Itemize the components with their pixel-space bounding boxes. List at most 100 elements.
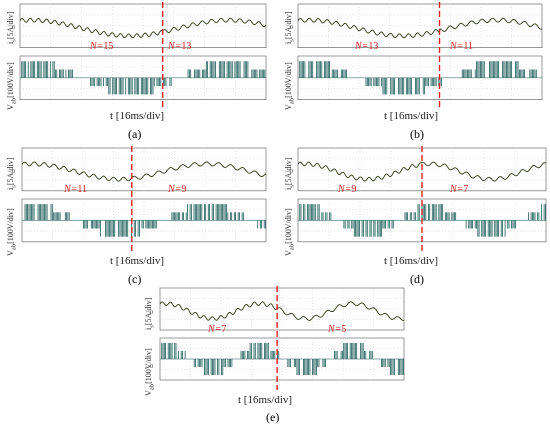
voltage-pulse (137, 77, 138, 95)
voltage-pulse (51, 204, 53, 221)
voltage-pulse (382, 359, 384, 367)
voltage-pulse (316, 61, 317, 78)
voltage-pulse (225, 359, 226, 367)
voltage-pulse (468, 220, 470, 229)
voltage-trace (21, 61, 266, 95)
voltage-pulse (483, 61, 485, 78)
x-axis-label: t [16ms/div] (110, 255, 165, 267)
voltage-pulse (467, 69, 468, 78)
voltage-pulse (44, 204, 45, 221)
voltage-pulse (496, 220, 498, 237)
voltage-pulse (411, 77, 412, 95)
voltage-pulse (31, 204, 32, 221)
voltage-pulse (502, 61, 503, 78)
x-axis-label: t [16ms/div] (384, 255, 439, 267)
voltage-trace (299, 61, 537, 95)
voltage-pulse (337, 69, 338, 78)
voltage-pulse (481, 61, 483, 78)
n-label-after: N=13 (168, 41, 192, 52)
voltage-pulse (430, 77, 432, 87)
zero-marker: 0 (290, 169, 293, 175)
voltage-pulse (260, 69, 262, 78)
voltage-pulse (264, 69, 266, 78)
voltage-pulse (397, 359, 399, 375)
voltage-pulse (97, 220, 99, 229)
voltage-pulse (191, 204, 192, 221)
voltage-pulse (197, 204, 199, 221)
voltage-pulse (314, 359, 316, 375)
voltage-pulse (304, 204, 306, 221)
voltage-pulse (465, 220, 467, 229)
voltage-pulse (142, 220, 144, 229)
voltage-pulse (322, 359, 324, 367)
voltage-pulse (417, 204, 419, 221)
voltage-pulse (329, 212, 330, 221)
voltage-pulse (404, 212, 406, 221)
voltage-pulse (218, 204, 220, 221)
voltage-pulse (361, 343, 363, 359)
voltage-pulse (210, 359, 212, 375)
voltage-pulse (378, 77, 380, 87)
voltage-pulse (98, 77, 99, 87)
voltage-pulse (259, 220, 261, 229)
voltage-pulse (470, 69, 472, 78)
voltage-pulse (507, 61, 509, 78)
voltage-pulse (207, 204, 209, 221)
voltage-pulse (381, 359, 382, 367)
voltage-pulse (116, 77, 117, 95)
voltage-pulse (373, 220, 375, 237)
voltage-pulse (399, 77, 401, 95)
voltage-pulse (347, 343, 348, 359)
voltage-pulse (342, 351, 343, 359)
voltage-pulse (182, 351, 183, 359)
voltage-pulse (93, 220, 95, 229)
voltage-pulse (25, 61, 26, 78)
voltage-pulse (307, 204, 308, 221)
voltage-pulse (359, 220, 360, 237)
voltage-pulse (334, 351, 335, 359)
voltage-pulse (439, 204, 441, 221)
voltage-pulse (223, 204, 225, 221)
voltage-pulse (131, 77, 133, 95)
voltage-pulse (274, 351, 276, 359)
voltage-pulse (50, 204, 52, 221)
voltage-pulse (87, 220, 88, 229)
voltage-pulse (383, 77, 385, 95)
voltage-pulse (204, 69, 206, 78)
voltage-pulse (221, 359, 222, 375)
voltage-pulse (55, 212, 57, 221)
voltage-pulse (261, 343, 263, 359)
voltage-pulse (165, 77, 167, 87)
voltage-pulse (152, 77, 154, 95)
voltage-pulse (129, 77, 130, 95)
voltage-pulse (213, 61, 215, 78)
voltage-pulse (32, 204, 34, 221)
voltage-pulse (405, 212, 407, 221)
voltage-pulse (137, 220, 139, 237)
voltage-pulse (515, 220, 516, 229)
voltage-pulse (495, 61, 497, 78)
voltage-pulse (241, 351, 243, 359)
voltage-pulse (417, 77, 419, 95)
voltage-pulse (259, 69, 260, 78)
panel-c: is[5A/div] Vab[100V/div] 0 N=11 N=9 t [1… (0, 142, 275, 290)
voltage-pulse (109, 220, 110, 237)
voltage-pulse (386, 77, 388, 95)
voltage-pulse (533, 69, 535, 78)
voltage-pulse (114, 220, 116, 237)
voltage-pulse (305, 359, 307, 375)
voltage-pulse (468, 69, 470, 78)
voltage-pulse (125, 77, 127, 95)
voltage-pulse (105, 77, 107, 87)
voltage-pulse (415, 77, 416, 95)
voltage-pulse (265, 220, 266, 229)
voltage-pulse (215, 204, 217, 221)
voltage-pulse (382, 220, 384, 229)
voltage-pulse (364, 351, 365, 359)
voltage-pulse (326, 61, 328, 78)
voltage-pulse (311, 61, 312, 78)
voltage-pulse (59, 69, 60, 78)
voltage-pulse (512, 220, 514, 229)
voltage-pulse (378, 220, 380, 237)
voltage-pulse (304, 61, 306, 78)
